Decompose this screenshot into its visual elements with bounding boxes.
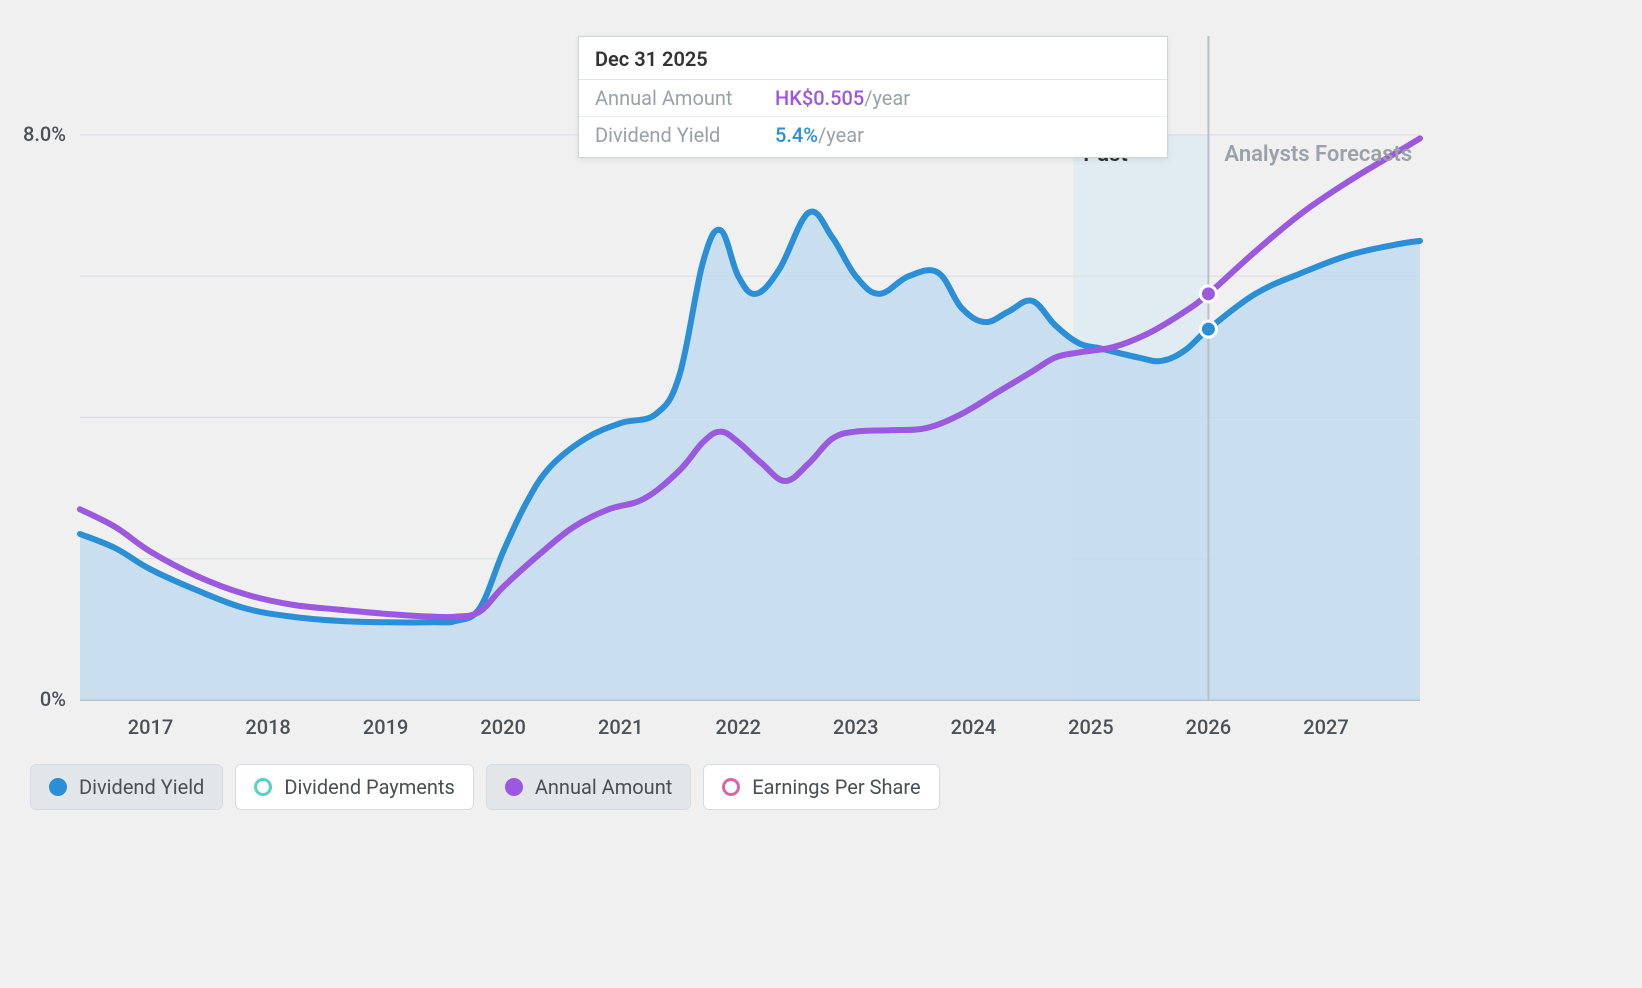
y-axis-tick-label: 8.0%	[23, 122, 66, 146]
chart-legend: Dividend Yield Dividend Payments Annual Am…	[30, 764, 940, 810]
tooltip-row: Annual Amount HK$0.505/year	[579, 80, 1167, 117]
tooltip-title: Dec 31 2025	[579, 37, 1167, 80]
legend-item[interactable]: Earnings Per Share	[703, 764, 939, 810]
x-axis-tick-label: 2024	[951, 715, 996, 739]
legend-label: Earnings Per Share	[752, 775, 920, 799]
tooltip-row-value: 5.4%	[775, 123, 818, 147]
hover-marker	[1200, 286, 1216, 302]
legend-item[interactable]: Dividend Payments	[235, 764, 473, 810]
x-axis-tick-label: 2020	[480, 715, 525, 739]
x-axis-tick-label: 2023	[833, 715, 878, 739]
x-axis-tick-label: 2026	[1186, 715, 1231, 739]
y-axis-tick-label: 0%	[40, 687, 66, 711]
x-axis-tick-label: 2027	[1303, 715, 1348, 739]
x-axis-tick-label: 2019	[363, 715, 408, 739]
legend-item[interactable]: Dividend Yield	[30, 764, 223, 810]
legend-label: Dividend Payments	[284, 775, 454, 799]
legend-swatch	[722, 778, 740, 796]
tooltip-row-unit: /year	[864, 86, 910, 110]
x-axis-tick-label: 2021	[598, 715, 643, 739]
legend-label: Annual Amount	[535, 775, 672, 799]
x-axis-tick-label: 2018	[245, 715, 290, 739]
tooltip-row-label: Dividend Yield	[595, 123, 765, 147]
x-axis-tick-label: 2025	[1068, 715, 1113, 739]
legend-item[interactable]: Annual Amount	[486, 764, 691, 810]
forecast-region-label: Analysts Forecasts	[1224, 142, 1412, 167]
legend-swatch	[505, 778, 523, 796]
tooltip-row-value: HK$0.505	[775, 86, 864, 110]
x-axis-tick-label: 2017	[128, 715, 173, 739]
legend-swatch	[254, 778, 272, 796]
dividend-chart: 0% 8.0% 2017 2018 2019 2020 2021 2022 2023 2024 20…	[0, 0, 1642, 988]
legend-swatch	[49, 778, 67, 796]
x-axis-tick-label: 2022	[716, 715, 761, 739]
hover-marker	[1200, 321, 1216, 337]
chart-tooltip: Dec 31 2025 Annual AmountHK$0.505/yearDi…	[578, 36, 1168, 158]
tooltip-row: Dividend Yield 5.4%/year	[579, 117, 1167, 157]
tooltip-row-label: Annual Amount	[595, 86, 765, 110]
tooltip-row-unit: /year	[818, 123, 864, 147]
legend-label: Dividend Yield	[79, 775, 204, 799]
